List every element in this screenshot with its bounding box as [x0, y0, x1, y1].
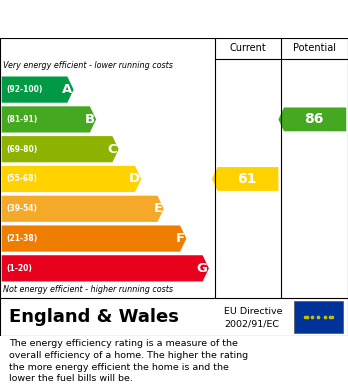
Polygon shape [2, 77, 73, 103]
Polygon shape [278, 108, 346, 131]
Text: B: B [85, 113, 95, 126]
Text: The energy efficiency rating is a measure of the
overall efficiency of a home. T: The energy efficiency rating is a measur… [9, 339, 248, 384]
Text: Not energy efficient - higher running costs: Not energy efficient - higher running co… [3, 285, 174, 294]
Polygon shape [2, 226, 186, 252]
Text: (21-38): (21-38) [6, 234, 37, 243]
Text: Potential: Potential [293, 43, 336, 54]
Text: Current: Current [230, 43, 266, 54]
Text: C: C [108, 143, 117, 156]
Polygon shape [2, 136, 119, 162]
Text: EU Directive: EU Directive [224, 307, 283, 316]
Polygon shape [2, 166, 141, 192]
Text: (1-20): (1-20) [6, 264, 32, 273]
Text: (55-68): (55-68) [6, 174, 37, 183]
Text: England & Wales: England & Wales [9, 308, 179, 326]
Text: F: F [176, 232, 185, 245]
Text: (92-100): (92-100) [6, 85, 42, 94]
Text: D: D [129, 172, 140, 185]
Text: 2002/91/EC: 2002/91/EC [224, 319, 279, 328]
Text: (69-80): (69-80) [6, 145, 37, 154]
Text: G: G [197, 262, 207, 275]
Polygon shape [2, 255, 209, 282]
Text: Energy Efficiency Rating: Energy Efficiency Rating [9, 10, 238, 28]
Text: A: A [62, 83, 72, 96]
Text: E: E [153, 202, 163, 215]
Polygon shape [2, 106, 96, 133]
Polygon shape [212, 167, 278, 191]
Text: 86: 86 [304, 112, 324, 126]
Text: 61: 61 [237, 172, 256, 186]
Text: Very energy efficient - lower running costs: Very energy efficient - lower running co… [3, 61, 173, 70]
Text: (81-91): (81-91) [6, 115, 37, 124]
Polygon shape [2, 196, 164, 222]
Bar [294, 301, 343, 333]
Text: (39-54): (39-54) [6, 204, 37, 213]
